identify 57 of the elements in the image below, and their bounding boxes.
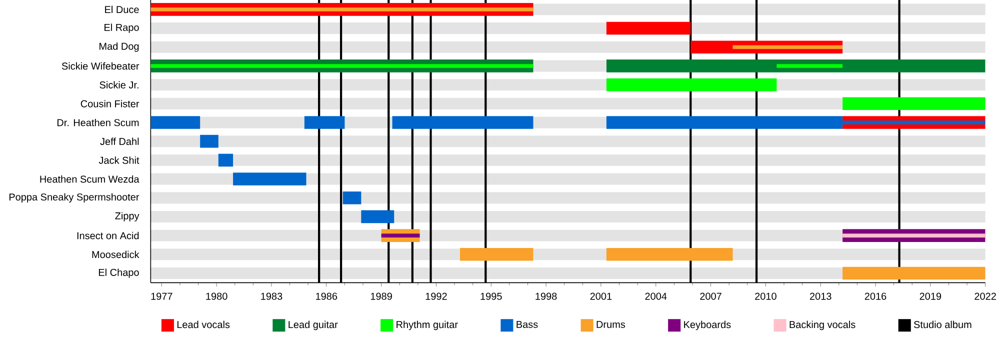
x-tick-label: 1995 [480,292,502,300]
y-tick-label: Zippy [115,212,140,222]
bar [776,64,843,68]
x-tick-label: 1992 [426,292,447,300]
legend-label: Studio album [914,320,972,328]
y-tick-label: Poppa Sneaky Spermshooter [9,193,140,203]
y-tick-label: Jack Shit [98,156,140,164]
bar [342,191,362,204]
y-tick-label: El Duce [105,6,139,14]
y-tick-label: Insect on Acid [77,232,139,240]
bar [361,210,394,224]
x-tick-label: 2001 [590,292,612,300]
y-tick-label: El Rapo [104,24,139,33]
x-tick-label: 2004 [645,292,667,300]
legend-label: Bass [516,320,538,328]
x-tick-label: 2007 [700,292,722,300]
x-tick-label: 2019 [920,292,942,300]
x-tick-label: 1977 [151,292,172,300]
x-tick-label: 2010 [755,292,776,300]
y-tick-label: Moosedick [92,250,140,258]
x-tick-label: 1986 [316,292,338,300]
bar [233,172,306,186]
y-tick-label: Cousin Fister [80,100,140,108]
y-tick-label: Sickie Wifebeater [62,62,140,70]
bar [606,60,986,72]
bar [392,116,534,129]
legend-label: Keyboards [684,320,731,330]
x-tick-label: 1983 [261,292,282,300]
y-tick-label: Dr. Heathen Scum [57,118,139,126]
bar [606,248,733,261]
bar [606,22,691,35]
legend-label: Lead guitar [288,320,338,330]
bar [218,154,234,167]
y-tick-label: El Chapo [98,268,139,278]
bar [842,266,986,280]
x-tick-label: 2016 [864,292,886,300]
bar [381,234,420,238]
x-tick-label: 1989 [370,292,392,300]
y-tick-label: Heathen Scum Wezda [40,175,140,183]
legend-label: Drums [596,320,626,328]
bar [460,248,534,261]
legend-label: Backing vocals [790,320,856,330]
x-tick-label: 2022 [974,292,996,300]
legend-label: Rhythm guitar [396,320,458,330]
bar [304,116,345,129]
bar [200,134,218,148]
y-tick-label: Sickie Jr. [100,81,138,88]
bar [842,97,986,110]
y-tick-label: Jeff Dahl [100,138,139,146]
bar [150,116,200,129]
bar [606,78,777,92]
x-tick-label: 1980 [206,292,228,300]
y-tick-label: Mad Dog [100,42,139,52]
x-tick-label: 2013 [810,292,832,300]
legend-label: Lead vocals [177,320,230,328]
bar [842,234,986,238]
x-tick-label: 1998 [536,292,557,300]
